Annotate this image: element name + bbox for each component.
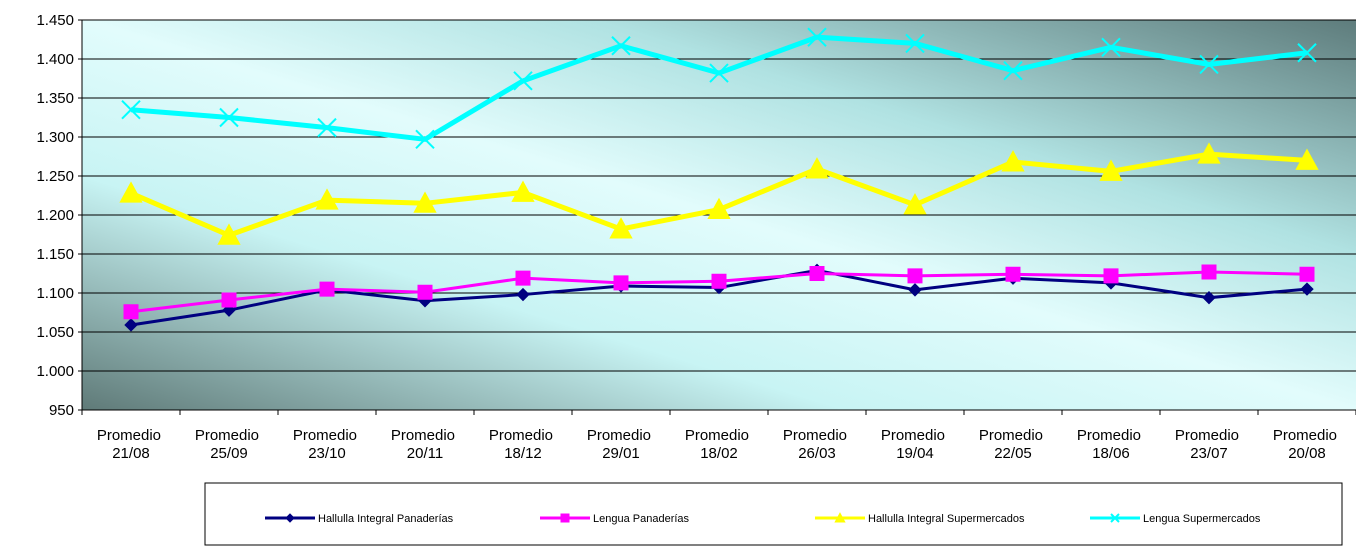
marker bbox=[516, 287, 530, 302]
x-tick-label: Promedio 23/07 bbox=[1175, 427, 1243, 462]
marker bbox=[1003, 60, 1023, 81]
marker bbox=[285, 513, 295, 523]
marker bbox=[1197, 142, 1221, 164]
marker bbox=[903, 193, 927, 215]
x-tick-label: Promedio 18/02 bbox=[685, 427, 753, 462]
marker bbox=[1295, 148, 1319, 170]
y-tick-label: 1.400 bbox=[36, 51, 74, 68]
marker bbox=[317, 117, 337, 138]
marker bbox=[1199, 54, 1219, 75]
marker bbox=[1297, 43, 1317, 63]
y-tick-label: 1.250 bbox=[36, 168, 74, 185]
x-tick-label: Promedio 20/08 bbox=[1273, 427, 1341, 462]
marker bbox=[217, 223, 241, 245]
marker bbox=[609, 217, 633, 239]
marker bbox=[119, 181, 143, 203]
marker bbox=[1201, 264, 1217, 280]
marker bbox=[319, 281, 335, 297]
marker bbox=[809, 266, 825, 281]
legend-box bbox=[204, 482, 1343, 546]
x-tick-label: Promedio 18/12 bbox=[489, 427, 557, 462]
marker bbox=[1001, 150, 1025, 172]
marker bbox=[417, 284, 433, 300]
marker bbox=[515, 270, 531, 286]
marker bbox=[1110, 513, 1120, 523]
marker bbox=[709, 63, 729, 83]
x-tick-label: Promedio 22/05 bbox=[979, 427, 1047, 462]
marker bbox=[1103, 268, 1119, 284]
marker bbox=[413, 191, 437, 213]
marker bbox=[1101, 37, 1121, 58]
marker bbox=[1300, 282, 1314, 296]
x-tick-label: Promedio 20/11 bbox=[391, 427, 459, 462]
legend-label: Hallulla Integral Panaderías bbox=[318, 513, 454, 525]
marker bbox=[513, 71, 533, 91]
marker bbox=[124, 318, 138, 332]
marker bbox=[905, 33, 925, 54]
x-tick-label: Promedio 19/04 bbox=[881, 427, 949, 462]
y-tick-label: 1.000 bbox=[36, 363, 74, 380]
y-tick-label: 1.350 bbox=[36, 90, 74, 107]
y-tick-label: 1.150 bbox=[36, 246, 74, 263]
marker bbox=[511, 180, 535, 202]
marker bbox=[219, 107, 239, 128]
marker bbox=[707, 197, 731, 220]
marker bbox=[123, 304, 139, 320]
x-tick-label: Promedio 18/06 bbox=[1077, 427, 1145, 462]
marker bbox=[1299, 266, 1315, 282]
marker bbox=[711, 273, 727, 289]
marker bbox=[1005, 266, 1021, 282]
marker bbox=[611, 36, 631, 56]
marker bbox=[1202, 290, 1216, 305]
marker bbox=[415, 129, 435, 150]
marker bbox=[805, 157, 829, 179]
marker bbox=[315, 188, 339, 210]
marker bbox=[613, 275, 629, 291]
marker bbox=[121, 99, 141, 120]
marker bbox=[1099, 159, 1123, 181]
y-tick-label: 1.100 bbox=[36, 285, 74, 302]
legend-label: Hallulla Integral Supermercados bbox=[868, 513, 1025, 525]
legend-label: Lengua Panaderías bbox=[593, 513, 690, 525]
marker bbox=[834, 512, 846, 523]
marker bbox=[807, 27, 827, 47]
marker bbox=[560, 513, 570, 523]
x-tick-label: Promedio 26/03 bbox=[783, 427, 851, 462]
x-tick-label: Promedio 25/09 bbox=[195, 427, 263, 462]
marker bbox=[221, 292, 237, 308]
y-tick-label: 1.300 bbox=[36, 129, 74, 146]
x-tick-label: Promedio 29/01 bbox=[587, 427, 655, 462]
legend-label: Lengua Supermercados bbox=[1143, 513, 1261, 525]
marker bbox=[907, 268, 923, 284]
x-tick-label: Promedio 21/08 bbox=[97, 427, 165, 462]
y-tick-label: 1.050 bbox=[36, 324, 74, 341]
y-tick-label: 950 bbox=[49, 402, 74, 419]
x-tick-label: Promedio 23/10 bbox=[293, 427, 361, 462]
y-tick-label: 1.450 bbox=[36, 12, 74, 29]
y-tick-label: 1.200 bbox=[36, 207, 74, 224]
marker bbox=[908, 283, 922, 297]
